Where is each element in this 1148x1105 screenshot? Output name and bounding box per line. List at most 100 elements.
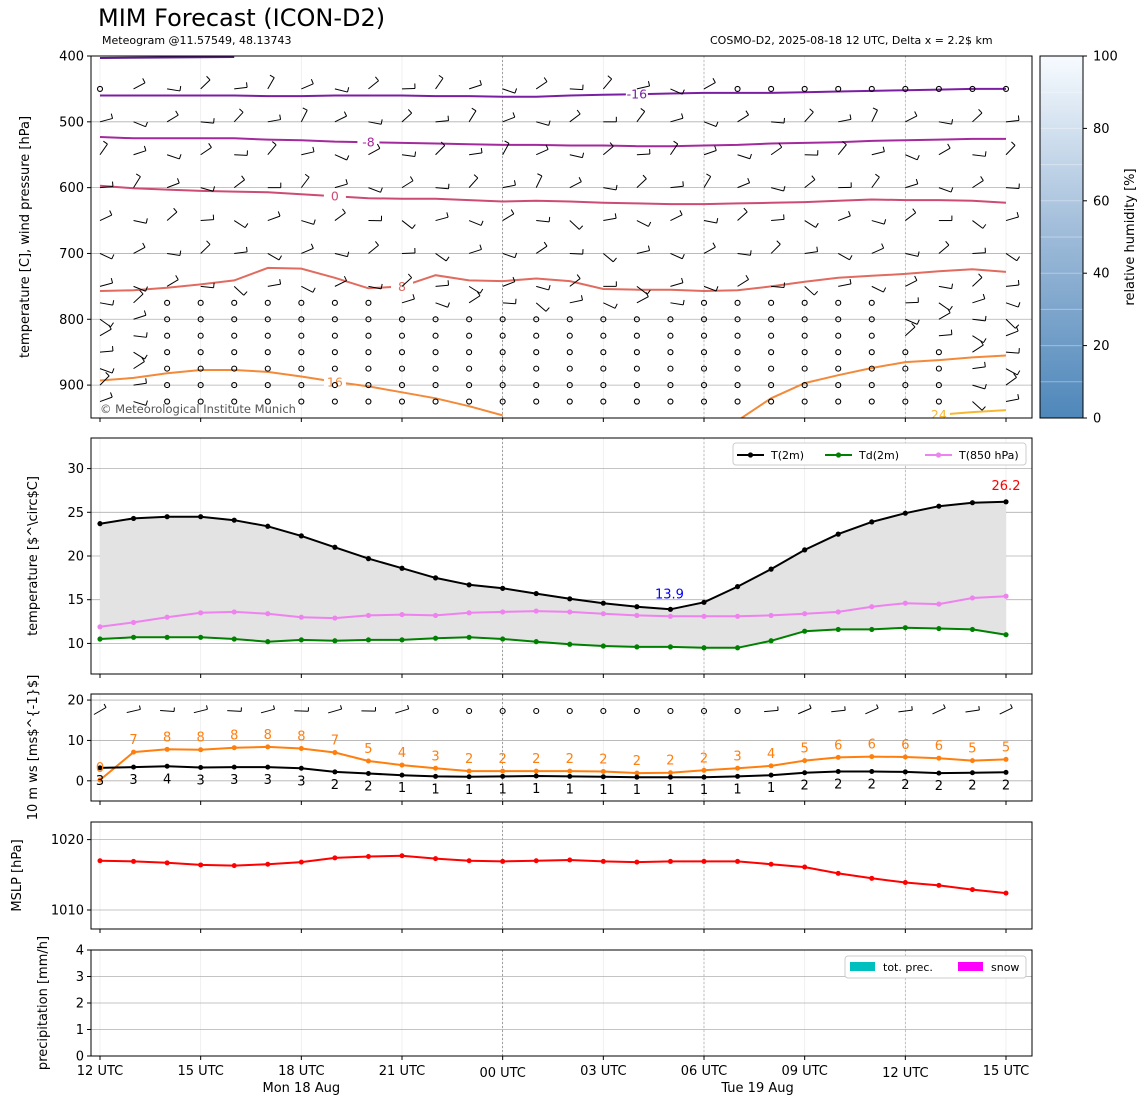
wind-barb-feather (813, 291, 819, 296)
calm-wind-marker (969, 85, 976, 92)
calm-wind-marker (768, 398, 775, 405)
calm-wind-marker (566, 332, 573, 339)
data-point (231, 636, 237, 642)
wind-barb-feather (310, 243, 314, 249)
y-tick-label: 700 (59, 247, 84, 262)
data-point (768, 861, 774, 867)
wind-barb (905, 154, 918, 161)
calm-wind-marker (667, 349, 674, 356)
gust-value-label: 2 (532, 752, 540, 767)
calm-wind-marker (868, 398, 875, 405)
speed-value-label: 1 (700, 783, 708, 798)
x-tick-label: 18 UTC (278, 1064, 324, 1079)
calm-wind-marker (868, 316, 875, 323)
data-point (164, 763, 170, 769)
isotherm-line (99, 184, 1007, 206)
calm-wind-marker (600, 707, 607, 715)
wind-barb (569, 88, 583, 91)
gust-value-label: 4 (398, 746, 406, 761)
data-point (265, 764, 271, 770)
data-point (198, 610, 204, 616)
calm-wind-marker (768, 332, 775, 339)
calm-wind-marker (398, 316, 406, 323)
speed-value-label: 2 (935, 779, 943, 794)
data-point (835, 870, 841, 876)
wind-barb-feather (883, 287, 887, 293)
wind-barb (368, 285, 382, 290)
wind-barb (703, 121, 717, 127)
wind-barb-feather (978, 273, 983, 278)
calm-wind-marker (466, 382, 473, 389)
x-tick-label: 12 UTC (882, 1066, 928, 1081)
wind-barb-feather (875, 173, 880, 178)
y-tick-label: 3 (76, 970, 84, 985)
wind-barb (536, 121, 549, 126)
wind-barb-feather (446, 212, 449, 218)
data-point (231, 745, 237, 751)
wind-barb (435, 302, 448, 308)
data-point (500, 585, 506, 591)
data-point (1003, 756, 1009, 762)
gust-value-label: 5 (801, 742, 809, 757)
wind-barb-feather (607, 75, 613, 80)
calm-wind-marker (633, 382, 640, 389)
wind-barb (703, 246, 716, 254)
calm-wind-marker (432, 365, 439, 372)
data-point (835, 626, 841, 633)
wind-barb-feather (614, 213, 617, 219)
data-point (802, 864, 808, 870)
calm-wind-marker (868, 85, 875, 92)
wind-barb (1005, 368, 1018, 376)
data-point (600, 858, 606, 864)
calm-wind-marker (432, 707, 439, 715)
wind-barb (804, 111, 814, 123)
calm-wind-marker (466, 332, 473, 339)
wind-barb-feather (479, 288, 484, 294)
wind-barb (771, 285, 785, 288)
wind-barb (972, 366, 986, 370)
data-point (97, 636, 103, 642)
data-point (500, 773, 506, 779)
wind-barb (938, 147, 951, 156)
wind-barb (771, 121, 785, 124)
data-point (701, 774, 707, 780)
calm-wind-marker (231, 316, 238, 323)
data-point (969, 595, 976, 601)
wind-barb (938, 312, 951, 320)
wind-barb-feather (943, 704, 946, 709)
wind-barb (334, 212, 346, 221)
wind-barb-feather (514, 88, 518, 94)
wind-barb-feather (543, 77, 548, 82)
data-point (802, 770, 808, 776)
data-point (466, 634, 472, 640)
y-axis-label: MSLP [hPa] (10, 839, 25, 911)
calm-wind-marker (835, 382, 842, 389)
wind-barb-feather (682, 299, 685, 305)
wind-barb-feather (580, 295, 583, 301)
y-axis-label: precipitation [mm/h] (36, 936, 51, 1070)
wind-barb-feather (142, 78, 146, 84)
data-point (365, 556, 372, 562)
calm-wind-marker (432, 332, 439, 339)
wind-barb (133, 314, 147, 320)
data-point (432, 612, 439, 619)
wind-barb (267, 144, 277, 156)
wind-barb-feather (646, 289, 651, 295)
calm-wind-marker (398, 332, 406, 339)
calm-wind-marker (533, 316, 540, 323)
wind-barb (334, 280, 347, 287)
calm-wind-marker (197, 382, 204, 389)
calm-wind-marker (499, 365, 506, 372)
data-point (802, 628, 808, 634)
wind-barb (670, 117, 684, 123)
calm-wind-marker (566, 707, 573, 715)
wind-barb-feather (917, 251, 920, 257)
calm-wind-marker (331, 332, 338, 339)
wind-barb (904, 326, 916, 337)
wind-barb-feather (1017, 279, 1020, 286)
wind-barb-feather (376, 143, 381, 149)
data-point (902, 769, 908, 775)
wind-barb (133, 246, 146, 254)
data-point (734, 613, 741, 619)
